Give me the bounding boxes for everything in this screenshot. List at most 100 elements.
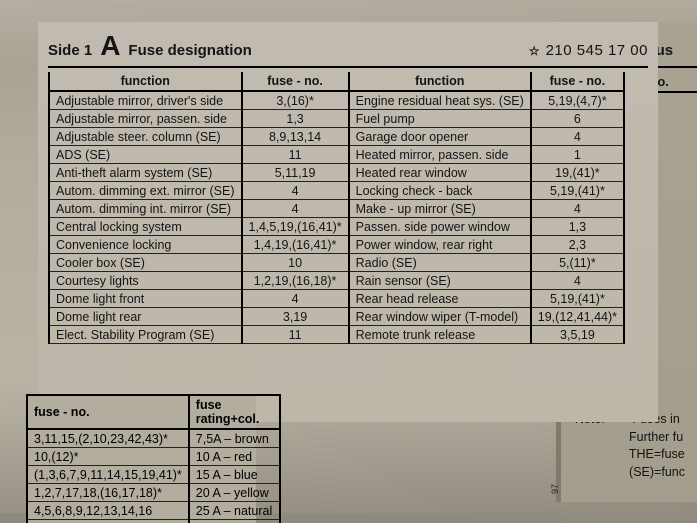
table-row: Dome light rear3,19 [49, 308, 349, 326]
note-line-2: THE=fuse [629, 447, 685, 461]
table-row: Make - up mirror (SE)4 [350, 200, 624, 218]
vertical-code: 97 [550, 484, 560, 494]
table-row: Heated mirror, passen. side1 [350, 146, 624, 164]
fuse-tables: function fuse - no. Adjustable mirror, d… [48, 72, 648, 344]
cell-function: Engine residual heat sys. (SE) [350, 91, 531, 110]
table-row: Adjustable steer. column (SE)8,9,13,14 [49, 128, 349, 146]
table-row: ADS (SE)11 [49, 146, 349, 164]
cell-fuseno: 11 [242, 326, 349, 344]
cell-fuseno: 1,2,19,(16,18)* [242, 272, 349, 290]
cell-function: Garage door opener [350, 128, 531, 146]
ratings-card: fuse - no. fuse rating+col. 3,11,15,(2,1… [26, 394, 256, 523]
side1-letter: A [100, 30, 120, 62]
table-row: 19,(44)*40 A – orange [27, 520, 280, 523]
cell-fuseno: 3,(16)* [242, 91, 349, 110]
cell-ratings-fuseno: 3,11,15,(2,10,23,42,43)* [27, 429, 189, 448]
cell-fuseno: 5,11,19 [242, 164, 349, 182]
table-row: Power window, rear right2,3 [350, 236, 624, 254]
cell-ratings-fuseno: 1,2,7,17,18,(16,17,18)* [27, 484, 189, 502]
cell-fuseno: 5,19,(41)* [531, 290, 624, 308]
table-row: 10,(12)*10 A – red [27, 448, 280, 466]
cell-function: Elect. Stability Program (SE) [49, 326, 242, 344]
table-row: Rear window wiper (T-model)19,(12,41,44)… [350, 308, 624, 326]
table-row: Engine residual heat sys. (SE)5,19,(4,7)… [350, 91, 624, 110]
fuse-table-left: function fuse - no. Adjustable mirror, d… [48, 72, 350, 344]
cell-fuseno: 5,19,(4,7)* [531, 91, 624, 110]
cell-ratings-color: 7,5A – brown [189, 429, 280, 448]
table-row: Radio (SE)5,(11)* [350, 254, 624, 272]
cell-fuseno: 4 [242, 200, 349, 218]
table-row: Heated rear window19,(41)* [350, 164, 624, 182]
cell-fuseno: 5,19,(41)* [531, 182, 624, 200]
cell-fuseno: 19,(12,41,44)* [531, 308, 624, 326]
table-row: Elect. Stability Program (SE)11 [49, 326, 349, 344]
table-row: Fuel pump6 [350, 110, 624, 128]
cell-ratings-color: 15 A – blue [189, 466, 280, 484]
cell-fuseno: 11 [242, 146, 349, 164]
cell-ratings-fuseno: (1,3,6,7,9,11,14,15,19,41)* [27, 466, 189, 484]
cell-function: Rain sensor (SE) [350, 272, 531, 290]
cell-function: Adjustable steer. column (SE) [49, 128, 242, 146]
note-line-1: Further fu [629, 430, 683, 444]
cell-ratings-color: 10 A – red [189, 448, 280, 466]
cell-fuseno: 3,19 [242, 308, 349, 326]
table-row: Autom. dimming int. mirror (SE)4 [49, 200, 349, 218]
cell-ratings-color: 20 A – yellow [189, 484, 280, 502]
cell-fuseno: 4 [242, 182, 349, 200]
cell-fuseno: 5,(11)* [531, 254, 624, 272]
cell-function: Autom. dimming int. mirror (SE) [49, 200, 242, 218]
cell-ratings-fuseno: 19,(44)* [27, 520, 189, 523]
cell-function: Make - up mirror (SE) [350, 200, 531, 218]
cell-fuseno: 4 [531, 272, 624, 290]
cell-function: Radio (SE) [350, 254, 531, 272]
cell-fuseno: 1 [531, 146, 624, 164]
ratings-table: fuse - no. fuse rating+col. 3,11,15,(2,1… [26, 394, 281, 523]
table-row: 3,11,15,(2,10,23,42,43)*7,5A – brown [27, 429, 280, 448]
cell-function: Passen. side power window [350, 218, 531, 236]
cell-ratings-fuseno: 10,(12)* [27, 448, 189, 466]
table-row: Dome light front4 [49, 290, 349, 308]
cell-function: Courtesy lights [49, 272, 242, 290]
cell-function: Fuel pump [350, 110, 531, 128]
cell-fuseno: 10 [242, 254, 349, 272]
table-row: Remote trunk release3,5,19 [350, 326, 624, 344]
table-row: Adjustable mirror, driver's side3,(16)* [49, 91, 349, 110]
cell-function: Dome light front [49, 290, 242, 308]
table-row: Locking check - back5,19,(41)* [350, 182, 624, 200]
table-row: Central locking system1,4,5,19,(16,41)* [49, 218, 349, 236]
cell-function: Central locking system [49, 218, 242, 236]
table-row: Passen. side power window1,3 [350, 218, 624, 236]
cell-fuseno: 1,4,5,19,(16,41)* [242, 218, 349, 236]
th-fuseno-l: fuse - no. [242, 72, 349, 91]
table-row: 1,2,7,17,18,(16,17,18)*20 A – yellow [27, 484, 280, 502]
cell-function: Rear window wiper (T-model) [350, 308, 531, 326]
cell-fuseno: 8,9,13,14 [242, 128, 349, 146]
cell-function: Locking check - back [350, 182, 531, 200]
cell-function: Remote trunk release [350, 326, 531, 344]
cell-fuseno: 1,4,19,(16,41)* [242, 236, 349, 254]
cell-ratings-fuseno: 4,5,6,8,9,12,13,14,16 [27, 502, 189, 520]
table-row: Convenience locking1,4,19,(16,41)* [49, 236, 349, 254]
side1-header: Side 1 A Fuse designation ☆ 210 545 17 0… [48, 30, 648, 68]
cell-function: Autom. dimming ext. mirror (SE) [49, 182, 242, 200]
th-function-l: function [49, 72, 242, 91]
table-row: 4,5,6,8,9,12,13,14,1625 A – natural [27, 502, 280, 520]
table-row: Anti-theft alarm system (SE)5,11,19 [49, 164, 349, 182]
cell-function: Adjustable mirror, passen. side [49, 110, 242, 128]
cell-function: Anti-theft alarm system (SE) [49, 164, 242, 182]
table-row: Garage door opener4 [350, 128, 624, 146]
cell-fuseno: 3,5,19 [531, 326, 624, 344]
th-ratings-fuseno: fuse - no. [27, 395, 189, 429]
cell-fuseno: 6 [531, 110, 624, 128]
cell-function: Dome light rear [49, 308, 242, 326]
th-fuseno-r: fuse - no. [531, 72, 624, 91]
th-function-r: function [350, 72, 531, 91]
cell-function: Power window, rear right [350, 236, 531, 254]
cell-fuseno: 1,3 [242, 110, 349, 128]
cell-ratings-color: 25 A – natural [189, 502, 280, 520]
cell-function: Heated mirror, passen. side [350, 146, 531, 164]
table-row: Rear head release5,19,(41)* [350, 290, 624, 308]
cell-fuseno: 4 [531, 200, 624, 218]
mb-star-icon: ☆ [529, 44, 540, 58]
cell-function: Rear head release [350, 290, 531, 308]
